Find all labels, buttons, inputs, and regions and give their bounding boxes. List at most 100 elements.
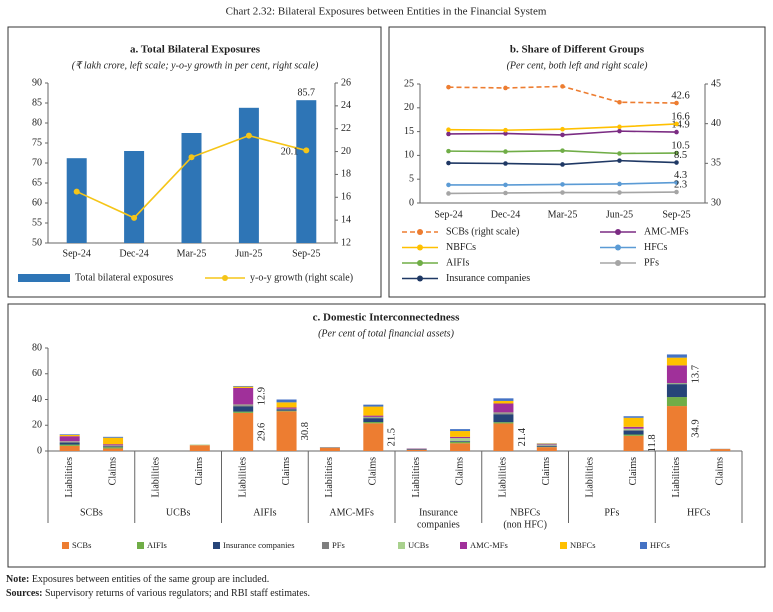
bar-segment	[536, 445, 557, 446]
panel-c-frame	[7, 303, 766, 568]
bar-segment	[406, 449, 427, 451]
note-label: Note:	[6, 574, 29, 585]
legend-swatch	[213, 542, 220, 549]
bar-segment	[450, 441, 471, 442]
point	[446, 191, 451, 196]
bar-segment	[363, 423, 384, 451]
group-label: SCBs	[80, 507, 103, 518]
point	[674, 129, 679, 135]
value-label: 8.5	[674, 150, 687, 161]
bar-segment	[233, 412, 254, 451]
y-tick-label: 65	[32, 177, 42, 188]
group-label: AIFIs	[253, 507, 276, 518]
value-label: 20.1	[281, 147, 299, 158]
legend-label: Insurance companies	[223, 540, 295, 550]
bar-segment	[59, 445, 80, 451]
value-label: 16.6	[671, 111, 689, 122]
point	[503, 190, 508, 196]
panel-title: a. Total Bilateral Exposures	[130, 44, 261, 56]
x-tick-label: Jun-25	[235, 248, 262, 259]
group-label: Insurance	[419, 507, 458, 518]
point	[188, 154, 195, 161]
group-label: PFs	[604, 507, 619, 518]
value-label: 30.8	[300, 422, 311, 440]
bar-segment	[450, 436, 471, 439]
bar-segment	[233, 386, 254, 388]
point	[674, 160, 679, 165]
y2-tick-label: 35	[711, 158, 721, 169]
bar-segment	[59, 434, 80, 437]
point	[503, 131, 508, 136]
legend-label: Total bilateral exposures	[75, 272, 173, 283]
bar-segment	[450, 441, 471, 444]
group-label: NBFCs	[510, 507, 540, 518]
bar-segment	[59, 436, 80, 442]
y-tick-label: 5	[409, 173, 414, 184]
bar-segment	[536, 447, 557, 451]
y2-tick-label: 40	[711, 118, 721, 129]
bar-segment	[276, 399, 297, 403]
legend-swatch	[560, 542, 567, 549]
point	[617, 124, 622, 130]
group-label: companies	[417, 519, 460, 530]
sources-label: Sources:	[6, 588, 42, 599]
point	[446, 131, 451, 137]
bar-segment	[536, 443, 557, 445]
y-tick-label: 80	[32, 117, 42, 128]
value-label: 11.8	[647, 434, 658, 452]
bar-segment	[536, 445, 557, 447]
point	[560, 126, 565, 132]
point	[560, 84, 565, 89]
bar-segment	[450, 431, 471, 437]
value-label: 34.9	[690, 419, 701, 437]
bar-segment	[363, 416, 384, 418]
legend-label: NBFCs	[570, 540, 596, 550]
bar-segment	[623, 428, 644, 431]
panel-subtitle: (Per cent, both left and right scale)	[507, 60, 648, 71]
y-tick-label: 90	[32, 77, 42, 88]
bar	[66, 158, 87, 243]
bar	[181, 133, 202, 243]
bar-segment	[666, 384, 687, 398]
y-tick-label: 20	[32, 420, 42, 431]
y2-tick-label: 12	[341, 237, 351, 248]
bar-segment	[189, 445, 210, 451]
value-label: 21.4	[517, 427, 528, 446]
x-tick-label: Jun-25	[606, 209, 633, 220]
bar-segment	[276, 409, 297, 411]
legend-swatch	[322, 542, 329, 549]
legend-label: y-o-y growth (right scale)	[250, 272, 353, 283]
panel-a-frame	[7, 26, 382, 298]
y-tick-label: 75	[32, 137, 42, 148]
x-tick-label: Dec-24	[119, 248, 148, 259]
point	[303, 147, 310, 154]
bar-segment	[450, 438, 471, 441]
bar-segment	[233, 387, 254, 405]
value-label: 29.6	[257, 423, 268, 441]
point	[674, 189, 679, 195]
bar-segment	[59, 441, 80, 442]
sources: Sources: Supervisory returns of various …	[6, 588, 310, 599]
point	[503, 149, 508, 154]
legend-label: SCBs	[72, 540, 91, 550]
point	[674, 180, 679, 185]
legend-label: UCBs	[408, 540, 429, 550]
bar-segment	[363, 415, 384, 417]
bar-segment	[493, 398, 514, 401]
y-tick-label: 80	[32, 342, 42, 353]
y2-tick-label: 30	[711, 197, 721, 208]
bar	[296, 100, 317, 243]
legend-marker	[417, 260, 423, 266]
value-label: 4.3	[674, 170, 687, 181]
page-title: Chart 2.32: Bilateral Exposures between …	[226, 6, 547, 18]
note: Note: Exposures between entities of the …	[6, 574, 269, 585]
value-label: 85.7	[298, 87, 316, 98]
value-label: 14.9	[671, 119, 689, 130]
x-tick-label: Claims	[715, 457, 726, 485]
bar-segment	[666, 354, 687, 358]
bar-segment	[276, 407, 297, 409]
y2-tick-label: 20	[341, 146, 351, 157]
value-label: 21.5	[387, 428, 398, 446]
panel-subtitle: (₹ lakh crore, left scale; y-o-y growth …	[72, 60, 319, 71]
point	[674, 150, 679, 156]
